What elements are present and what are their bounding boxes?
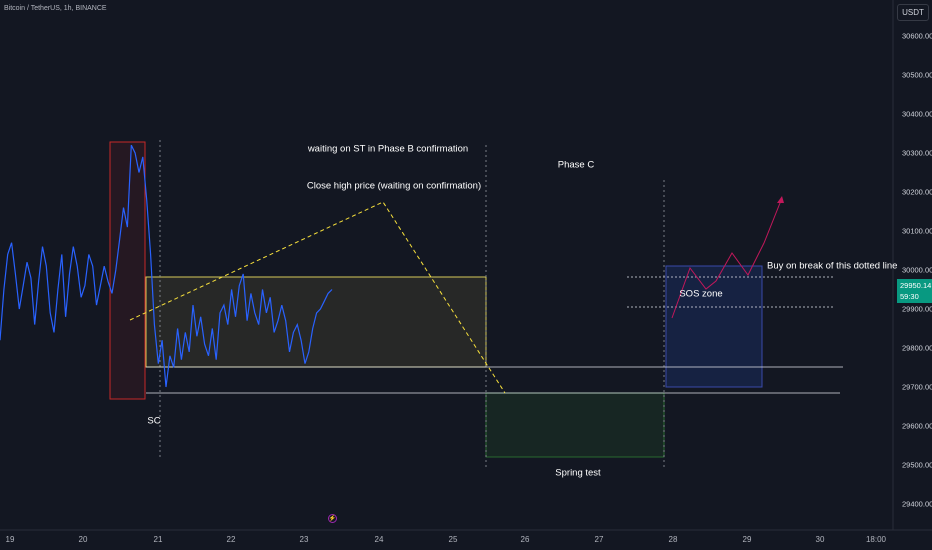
x-axis-label: 21 xyxy=(153,535,163,544)
bar-countdown: 59:30 xyxy=(900,292,919,301)
spring-box[interactable] xyxy=(485,392,665,458)
annotation-phase-c[interactable]: Phase C xyxy=(557,159,595,171)
projection-path[interactable] xyxy=(671,197,783,319)
range-box[interactable] xyxy=(145,276,487,368)
x-axis-label: 24 xyxy=(374,535,384,544)
annotation-sc[interactable]: SC xyxy=(147,415,161,427)
y-axis-label: 29600.00 xyxy=(902,421,932,431)
annotation-phase-b[interactable]: waiting on ST in Phase B confirmation xyxy=(307,143,469,155)
annotation-spring-test[interactable]: Spring test xyxy=(555,467,601,479)
trend-dashed-line[interactable] xyxy=(129,201,506,394)
x-axis-label: 30 xyxy=(815,535,825,544)
currency-selector[interactable]: USDT xyxy=(897,4,929,21)
x-axis-label: 22 xyxy=(226,535,236,544)
y-axis-label: 29800.00 xyxy=(902,343,932,353)
annotation-close-high[interactable]: Close high price (waiting on confirmatio… xyxy=(306,180,482,192)
last-price-tag: 29950.14 59:30 xyxy=(897,279,932,303)
lightning-icon[interactable]: ⚡ xyxy=(328,514,337,523)
x-axis-label: 18:00 xyxy=(865,535,887,544)
last-price: 29950.14 xyxy=(900,281,932,290)
sos-box[interactable] xyxy=(665,265,763,388)
x-axis-label: 19 xyxy=(5,535,15,544)
y-axis-label: 30100.00 xyxy=(902,226,932,236)
y-axis-label: 30600.00 xyxy=(902,31,932,41)
y-axis-label: 30500.00 xyxy=(902,70,932,80)
y-axis-label: 29500.00 xyxy=(902,460,932,470)
y-axis-label: 29700.00 xyxy=(902,382,932,392)
annotation-buy-break[interactable]: Buy on break of this dotted line xyxy=(767,260,898,272)
x-axis-label: 27 xyxy=(594,535,604,544)
y-axis-label: 29900.00 xyxy=(902,304,932,314)
x-axis-label: 20 xyxy=(78,535,88,544)
y-axis-label: 30300.00 xyxy=(902,148,932,158)
symbol-title: Bitcoin / TetherUS, 1h, BINANCE xyxy=(4,5,107,12)
y-axis-label: 30200.00 xyxy=(902,187,932,197)
y-axis-label: 29400.00 xyxy=(902,499,932,509)
annotation-sos-zone[interactable]: SOS zone xyxy=(679,288,723,300)
projection-arrowhead xyxy=(777,196,784,203)
x-axis-label: 25 xyxy=(448,535,458,544)
price-line[interactable] xyxy=(0,144,333,388)
x-axis-label: 23 xyxy=(299,535,309,544)
y-axis-label: 30400.00 xyxy=(902,109,932,119)
x-axis-label: 28 xyxy=(668,535,678,544)
y-axis-label: 30000.00 xyxy=(902,265,932,275)
x-axis-label: 26 xyxy=(520,535,530,544)
x-axis-label: 29 xyxy=(742,535,752,544)
